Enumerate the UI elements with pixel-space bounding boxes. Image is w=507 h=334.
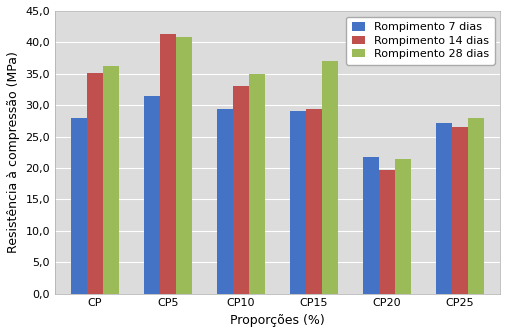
Bar <box>306 109 322 294</box>
Bar <box>233 86 249 294</box>
Bar <box>379 170 395 294</box>
Bar <box>217 109 233 294</box>
Bar <box>87 73 103 294</box>
Y-axis label: Resistência à compressão (MPa): Resistência à compressão (MPa) <box>7 51 20 253</box>
Bar <box>160 34 176 294</box>
Bar <box>436 123 452 294</box>
Bar <box>363 157 379 294</box>
Bar <box>452 127 468 294</box>
Bar <box>71 118 87 294</box>
Bar <box>468 118 484 294</box>
Bar <box>144 96 160 294</box>
Bar <box>395 159 411 294</box>
X-axis label: Proporções (%): Proporções (%) <box>230 314 325 327</box>
Bar <box>249 74 265 294</box>
Bar <box>176 37 192 294</box>
Bar <box>322 60 338 294</box>
Legend: Rompimento 7 dias, Rompimento 14 dias, Rompimento 28 dias: Rompimento 7 dias, Rompimento 14 dias, R… <box>346 16 494 64</box>
Bar <box>290 112 306 294</box>
Bar <box>103 65 119 294</box>
